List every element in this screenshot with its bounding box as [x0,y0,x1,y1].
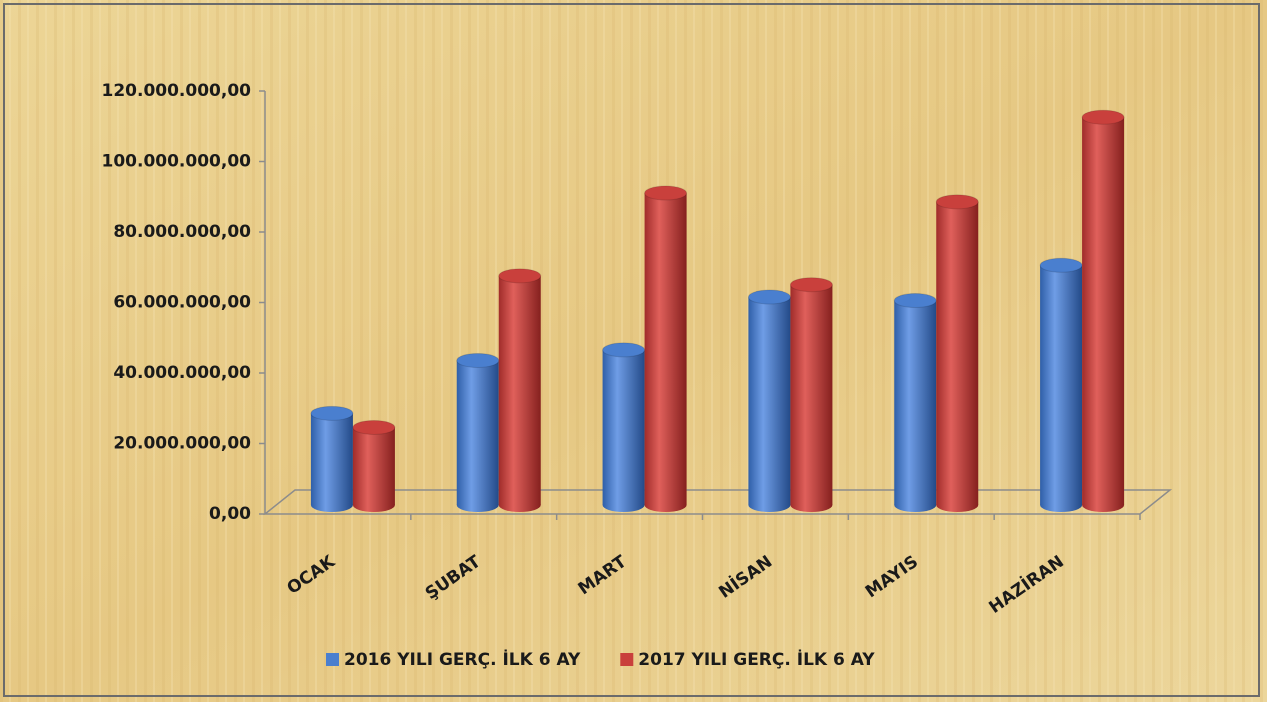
cylinder-bottom [602,498,645,512]
cylinder-top [747,289,791,305]
legend-swatch [326,653,339,666]
legend-swatch [620,653,634,666]
cylinder-body [1040,265,1083,505]
cylinder-bottom [1040,498,1083,512]
cylinder-body [456,360,499,505]
cylinder-body [644,193,687,505]
cylinder-bottom [498,498,541,512]
cylinder-bottom [936,498,979,512]
cylinder-top [1081,109,1125,125]
cylinder-top [893,293,937,309]
cylinder-bottom [456,498,499,512]
bar [310,405,354,512]
cylinder-top [789,277,833,293]
cylinder-body [748,297,791,505]
y-tick-label: 120.000.000,00 [102,81,252,101]
cylinder-body [936,201,979,505]
cylinder-body [352,427,395,505]
cylinder-body [602,349,645,505]
cylinder-body [498,275,541,505]
bar [602,342,646,512]
cylinder-top [1039,257,1083,273]
cylinder-body [790,284,833,505]
legend-label: 2016 YILI GERÇ. İLK 6 AY [344,648,581,670]
cylinder-top [352,419,396,435]
cylinder-top [644,185,688,201]
cylinder-top [310,405,354,421]
cylinder-bottom [644,498,687,512]
cylinder-top [456,352,500,368]
y-tick-label: 0,00 [209,504,251,524]
bar [1081,109,1125,512]
cylinder-bottom [310,498,353,512]
cylinder-bottom [352,498,395,512]
bar [352,419,396,512]
bar [935,194,979,512]
bar [789,277,833,512]
cylinder-top [498,268,542,284]
cylinder-bottom [1082,498,1125,512]
y-tick-label: 100.000.000,00 [102,152,252,172]
cylinder-body [1082,117,1125,505]
bar [456,352,500,512]
y-tick-label: 40.000.000,00 [113,363,251,383]
bar [498,268,542,512]
cylinder-top [935,194,979,210]
bar [893,293,937,512]
cylinder-bottom [748,498,791,512]
y-tick-label: 20.000.000,00 [113,434,251,454]
cylinder-body [894,300,937,505]
cylinder-bottom [790,498,833,512]
legend-label: 2017 YILI GERÇ. İLK 6 AY [638,648,875,670]
cylinder-bottom [894,498,937,512]
y-tick-label: 60.000.000,00 [113,293,251,313]
y-tick-label: 80.000.000,00 [113,222,251,242]
frame [3,3,1260,697]
cylinder-body [310,413,353,505]
bar [1039,257,1083,512]
bar [747,289,791,512]
bar [644,185,688,512]
cylinder-top [602,342,646,358]
